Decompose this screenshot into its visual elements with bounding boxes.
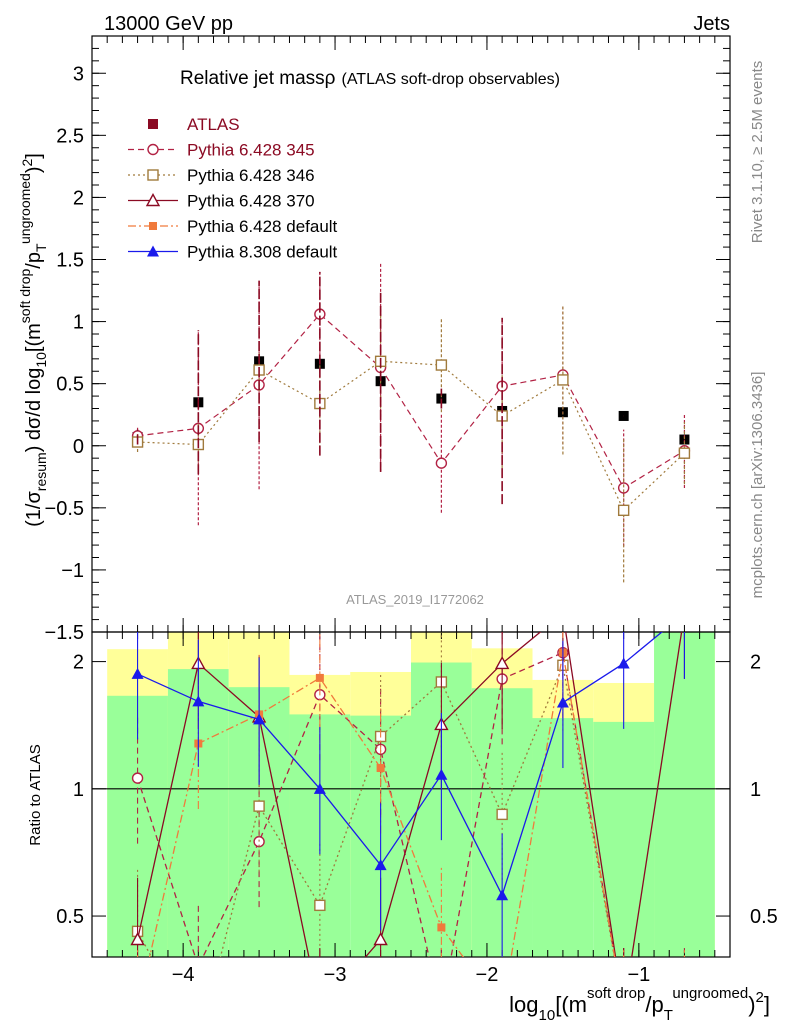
legend-label: ATLAS [187, 115, 240, 134]
chart-title: Relative jet massρ (ATLAS soft-drop obser… [180, 68, 560, 89]
rivet-version-label: Rivet 3.1.10, ≥ 2.5M events [749, 61, 766, 244]
data-point [618, 410, 629, 421]
x-axis-label: log10[(msoft drop/pTungroomed)2] [509, 985, 770, 1024]
ratio-point [619, 1005, 629, 1015]
ratio-point [134, 1006, 142, 1014]
y-tick-label: 0.5 [56, 374, 84, 396]
y-tick-label: 1.5 [56, 250, 84, 272]
data-point [617, 504, 630, 517]
ratio-tick-label: 2 [73, 652, 84, 674]
ratio-point [373, 932, 388, 946]
ratio-point [131, 772, 144, 784]
legend-label: Pythia 6.428 346 [187, 166, 315, 185]
ratio-point [498, 1006, 506, 1014]
ratio-point [131, 667, 144, 679]
main-series-group [131, 263, 691, 583]
legend-label: Pythia 6.428 345 [187, 141, 315, 160]
legend-label: Pythia 6.428 default [187, 217, 338, 236]
data-point [557, 374, 569, 386]
ratio-point [556, 696, 569, 708]
ratio-point [315, 673, 324, 682]
ratio-axis-label: Ratio to ATLAS [27, 744, 44, 845]
ratio-frame-group: −4 −3 −2 −1 0.5 0.5 1 1 2 2 [56, 631, 778, 986]
legend-marker [149, 222, 157, 230]
ratio-series-line [136, 632, 683, 957]
mcplots-label: mcplots.cern.ch [arXiv:1306.3436] [749, 372, 766, 599]
ratio-series-line [136, 651, 616, 957]
legend-label: Pythia 6.428 370 [187, 192, 315, 211]
ratio-point [130, 932, 145, 946]
y-tick-label: 3 [73, 63, 84, 85]
legend-marker [145, 193, 161, 207]
ratio-point [314, 1004, 326, 1015]
ratio-tick-label-right: 0.5 [750, 906, 778, 928]
top-frame-group: −1.5 −1 −0.5 0 0.5 1 1.5 2 2.5 3 [45, 35, 731, 644]
ratio-point [314, 899, 326, 912]
legend-marker [147, 143, 159, 156]
analysis-label: ATLAS_2019_I1772062 [346, 592, 484, 607]
x-tick-label: −1 [627, 964, 650, 986]
ratio-point [253, 835, 265, 848]
y-tick-label: 0 [73, 436, 84, 458]
data-point [435, 359, 448, 371]
ratio-point [437, 923, 446, 932]
ratio-tick-label: 0.5 [56, 906, 84, 928]
ratio-point [253, 713, 266, 725]
green-band-bin [593, 721, 655, 957]
process-label: Jets [693, 13, 730, 35]
ratio-point [617, 657, 630, 669]
ratio-point [374, 859, 387, 871]
ratio-point [619, 1005, 629, 1015]
ratio-tick-label-right: 1 [750, 779, 761, 801]
ratio-point [679, 1005, 689, 1015]
ratio-point [678, 607, 690, 618]
ratio-point [253, 800, 265, 812]
series-line [137, 360, 685, 512]
x-tick-label: −3 [324, 964, 347, 986]
legend-marker [148, 119, 158, 129]
y-tick-label: 2.5 [56, 125, 84, 147]
legend-marker [147, 169, 159, 181]
x-tick-label: −4 [172, 964, 195, 986]
ratio-series-line [137, 632, 663, 897]
ratio-tick-label: 1 [73, 779, 84, 801]
y-axis-label: (1/σresum) dσ/d log10[(msoft drop/pTungr… [17, 153, 49, 527]
ratio-series-line [137, 662, 616, 957]
ratio-point [192, 695, 205, 707]
legend-marker [147, 245, 159, 257]
ratio-tick-label-right: 2 [750, 652, 761, 674]
green-band-bin [654, 632, 715, 957]
collision-label: 13000 GeV pp [104, 13, 233, 35]
ratio-point [496, 808, 508, 821]
ratio-point [557, 607, 569, 618]
ratio-point [494, 655, 510, 670]
ratio-series-line [148, 652, 616, 957]
ratio-point [618, 1004, 630, 1015]
y-tick-label: −0.5 [45, 498, 84, 520]
ratio-point [678, 607, 690, 618]
data-point [435, 457, 448, 469]
data-point [617, 482, 630, 494]
data-point [679, 434, 690, 445]
ratio-series-group [130, 607, 690, 1015]
y-tick-label: 2 [73, 187, 84, 209]
ratio-point [436, 1005, 446, 1015]
ratio-point [376, 764, 385, 773]
y-tick-label: −1.5 [45, 622, 84, 644]
ratio-point [620, 1006, 628, 1014]
ratio-point [193, 961, 203, 971]
y-tick-label: −1 [61, 560, 84, 582]
ratio-point [679, 1005, 689, 1015]
ratio-point [313, 782, 326, 794]
ratio-point [496, 889, 509, 901]
x-tick-label: −2 [476, 964, 499, 986]
legend-label: Pythia 8.308 default [187, 243, 338, 262]
legend: ATLAS Pythia 6.428 345 Pythia 6.428 346 Pyt… [128, 115, 338, 262]
series-line [137, 313, 685, 489]
data-point [678, 447, 691, 459]
ratio-point [680, 1006, 688, 1014]
ratio-point [435, 768, 448, 780]
y-tick-label: 1 [73, 312, 84, 334]
